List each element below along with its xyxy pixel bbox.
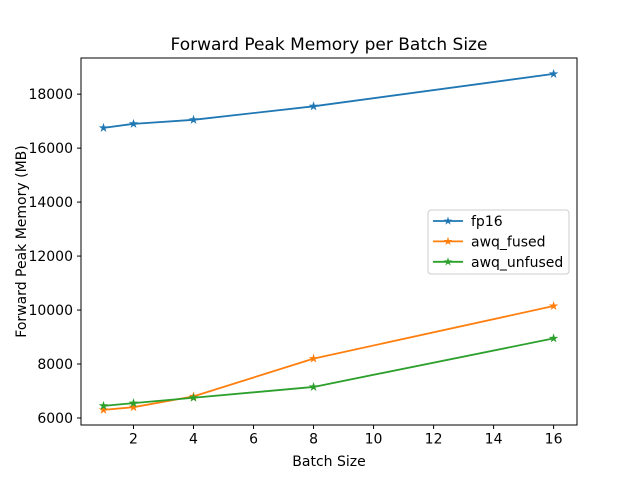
legend-entry-awq_fused: awq_fused: [433, 234, 546, 250]
legend-label: fp16: [471, 214, 503, 230]
data-point-marker: [308, 353, 319, 363]
x-tick-label: 16: [545, 432, 563, 448]
x-axis: 2 4 6 8 10 12 14 16: [129, 425, 563, 448]
legend-label: awq_fused: [471, 234, 546, 250]
x-tick-label: 10: [365, 432, 383, 448]
x-tick-label: 14: [485, 432, 503, 448]
y-tick-label: 6000: [37, 411, 73, 427]
data-point-marker: [308, 381, 319, 391]
series-awq_fused: [98, 300, 559, 414]
y-tick-label: 8000: [37, 357, 73, 373]
legend-entry-fp16: fp16: [433, 214, 503, 230]
x-tick-label: 8: [309, 432, 318, 448]
x-tick-label: 4: [189, 432, 198, 448]
y-tick-label: 10000: [28, 303, 73, 319]
legend-star-icon: [443, 216, 453, 225]
x-axis-label: Batch Size: [292, 454, 365, 470]
legend-label: awq_unfused: [471, 255, 563, 271]
data-point-marker: [128, 118, 139, 128]
y-axis: 6000 8000 10000 12000 14000 16000 18000: [28, 87, 81, 427]
legend-star-icon: [443, 236, 453, 246]
plot-border: [80, 57, 578, 426]
data-point-marker: [548, 333, 559, 343]
legend: fp16 awq_fused awq_unfused: [427, 209, 570, 275]
data-point-marker: [548, 300, 559, 311]
data-point-marker: [98, 122, 109, 132]
series-fp16: [98, 68, 559, 132]
data-point-marker: [98, 400, 109, 410]
data-point-marker: [188, 114, 199, 124]
data-point-marker: [548, 68, 559, 78]
data-point-marker: [98, 404, 109, 414]
x-tick-label: 2: [129, 432, 138, 448]
series-line-awq_unfused: [103, 337, 554, 407]
data-point-marker: [188, 392, 199, 402]
x-tick-label: 12: [425, 432, 443, 448]
legend-star-icon: [443, 257, 453, 266]
series-line-awq_fused: [103, 305, 554, 411]
data-point-marker: [308, 101, 319, 111]
series-line-fp16: [103, 73, 554, 129]
y-axis-label: Forward Peak Memory (MB): [14, 145, 30, 337]
x-tick-label: 6: [249, 432, 258, 448]
y-tick-label: 12000: [28, 249, 73, 265]
y-tick-label: 18000: [28, 87, 73, 103]
series-awq_unfused: [98, 333, 559, 410]
data-point-marker: [128, 398, 139, 408]
legend-frame: [427, 209, 570, 275]
y-tick-label: 16000: [28, 141, 73, 157]
chart-title: Forward Peak Memory per Batch Size: [171, 35, 488, 55]
y-tick-label: 14000: [28, 195, 73, 211]
legend-entry-awq_unfused: awq_unfused: [433, 255, 563, 271]
data-point-marker: [128, 402, 139, 412]
